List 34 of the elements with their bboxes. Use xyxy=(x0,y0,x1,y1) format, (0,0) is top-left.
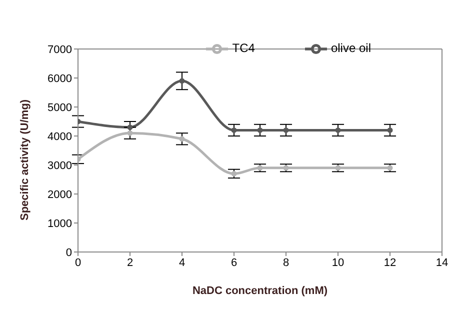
point xyxy=(387,127,393,133)
x-tick-label: 6 xyxy=(230,256,238,269)
x-tick-label: 4 xyxy=(178,256,186,269)
point xyxy=(179,136,185,142)
x-tick-label: 14 xyxy=(436,256,448,269)
point xyxy=(127,124,133,130)
y-tick-label: 5000 xyxy=(48,102,72,114)
y-tick-label: 2000 xyxy=(48,188,72,201)
x-tick-label: 8 xyxy=(282,256,290,269)
x-tick-label: 0 xyxy=(74,256,82,269)
x-tick-label: 12 xyxy=(384,256,396,269)
point xyxy=(231,127,237,133)
point xyxy=(335,165,341,171)
x-tick-label: 2 xyxy=(126,256,134,269)
legend-label: TC4 xyxy=(232,41,255,56)
y-tick-label: 7000 xyxy=(48,44,72,56)
y-tick-label: 0 xyxy=(66,246,72,259)
legend-label: olive oil xyxy=(330,41,371,56)
point xyxy=(283,165,289,171)
point xyxy=(257,127,263,133)
y-tick-label: 4000 xyxy=(48,130,72,143)
point xyxy=(179,78,185,84)
point xyxy=(335,127,341,133)
y-axis-title: Specific activity (U/mg) xyxy=(18,99,31,220)
y-tick-label: 1000 xyxy=(48,218,72,230)
x-axis-title: NaDC concentration (mM) xyxy=(192,285,328,297)
point xyxy=(387,165,393,171)
point xyxy=(283,127,289,133)
x-tick-label: 10 xyxy=(332,256,344,269)
point xyxy=(127,130,133,136)
point xyxy=(257,165,263,171)
point xyxy=(231,170,237,176)
y-tick-label: 6000 xyxy=(48,72,72,85)
y-tick-label: 3000 xyxy=(48,160,72,172)
